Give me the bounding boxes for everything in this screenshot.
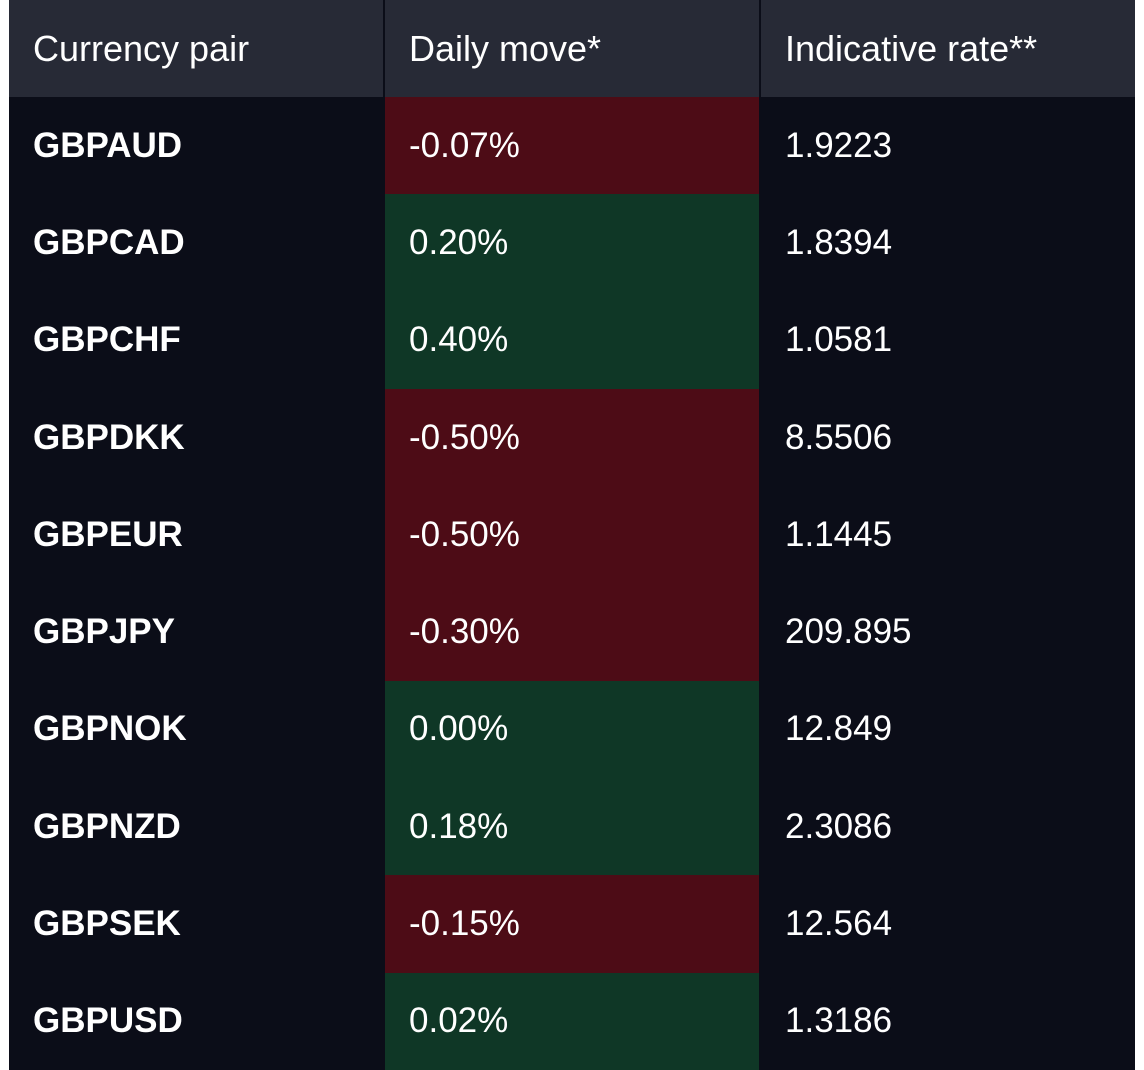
indicative-rate-cell: 8.5506 — [760, 388, 1135, 487]
currency-pair-cell: GBPAUD — [9, 97, 384, 195]
currency-pair-cell: GBPCHF — [9, 291, 384, 389]
currency-pair-cell: GBPUSD — [9, 972, 384, 1070]
currency-pair-cell: GBPNOK — [9, 680, 384, 779]
indicative-rate-cell: 209.895 — [760, 583, 1135, 681]
daily-move-cell: 0.20% — [383, 194, 761, 292]
table-row: GBPCHF 0.40% 1.0581 — [9, 291, 1135, 389]
indicative-rate-cell: 1.3186 — [760, 972, 1135, 1070]
indicative-rate-cell: 1.0581 — [760, 291, 1135, 389]
table-row: GBPJPY -0.30% 209.895 — [9, 583, 1135, 681]
table-row: GBPCAD 0.20% 1.8394 — [9, 194, 1135, 292]
daily-move-cell: -0.50% — [383, 388, 761, 487]
daily-move-cell: 0.40% — [383, 291, 761, 389]
table-row: GBPNZD 0.18% 2.3086 — [9, 778, 1135, 876]
table-row: GBPDKK -0.50% 8.5506 — [9, 388, 1135, 487]
indicative-rate-cell: 2.3086 — [760, 778, 1135, 876]
daily-move-cell: 0.00% — [383, 680, 761, 779]
table-row: GBPUSD 0.02% 1.3186 — [9, 972, 1135, 1070]
daily-move-cell: 0.18% — [383, 778, 761, 876]
table-row: GBPAUD -0.07% 1.9223 — [9, 97, 1135, 195]
currency-pair-cell: GBPSEK — [9, 875, 384, 973]
table-row: GBPEUR -0.50% 1.1445 — [9, 486, 1135, 584]
currency-pair-cell: GBPDKK — [9, 388, 384, 487]
currency-pair-cell: GBPNZD — [9, 778, 384, 876]
daily-move-cell: -0.15% — [383, 875, 761, 973]
daily-move-cell: 0.02% — [383, 972, 761, 1070]
header-row: Currency pair Daily move* Indicative rat… — [9, 0, 1135, 97]
indicative-rate-cell: 12.849 — [760, 680, 1135, 779]
currency-rates-table: Currency pair Daily move* Indicative rat… — [9, 0, 1135, 1070]
header-currency-pair: Currency pair — [9, 0, 384, 97]
header-daily-move: Daily move* — [383, 0, 760, 97]
header-indicative-rate: Indicative rate** — [759, 0, 1135, 97]
daily-move-cell: -0.07% — [383, 97, 761, 195]
table-body: GBPAUD -0.07% 1.9223 GBPCAD 0.20% 1.8394 GBPCH… — [9, 97, 1135, 1070]
table-header: Currency pair Daily move* Indicative rat… — [9, 0, 1135, 97]
indicative-rate-cell: 1.1445 — [760, 486, 1135, 584]
indicative-rate-cell: 1.8394 — [760, 194, 1135, 292]
table-row: GBPNOK 0.00% 12.849 — [9, 680, 1135, 779]
daily-move-cell: -0.50% — [383, 486, 761, 584]
indicative-rate-cell: 12.564 — [760, 875, 1135, 973]
indicative-rate-cell: 1.9223 — [760, 97, 1135, 195]
currency-pair-cell: GBPEUR — [9, 486, 384, 584]
table-row: GBPSEK -0.15% 12.564 — [9, 875, 1135, 973]
currency-pair-cell: GBPCAD — [9, 194, 384, 292]
daily-move-cell: -0.30% — [383, 583, 761, 681]
currency-pair-cell: GBPJPY — [9, 583, 384, 681]
